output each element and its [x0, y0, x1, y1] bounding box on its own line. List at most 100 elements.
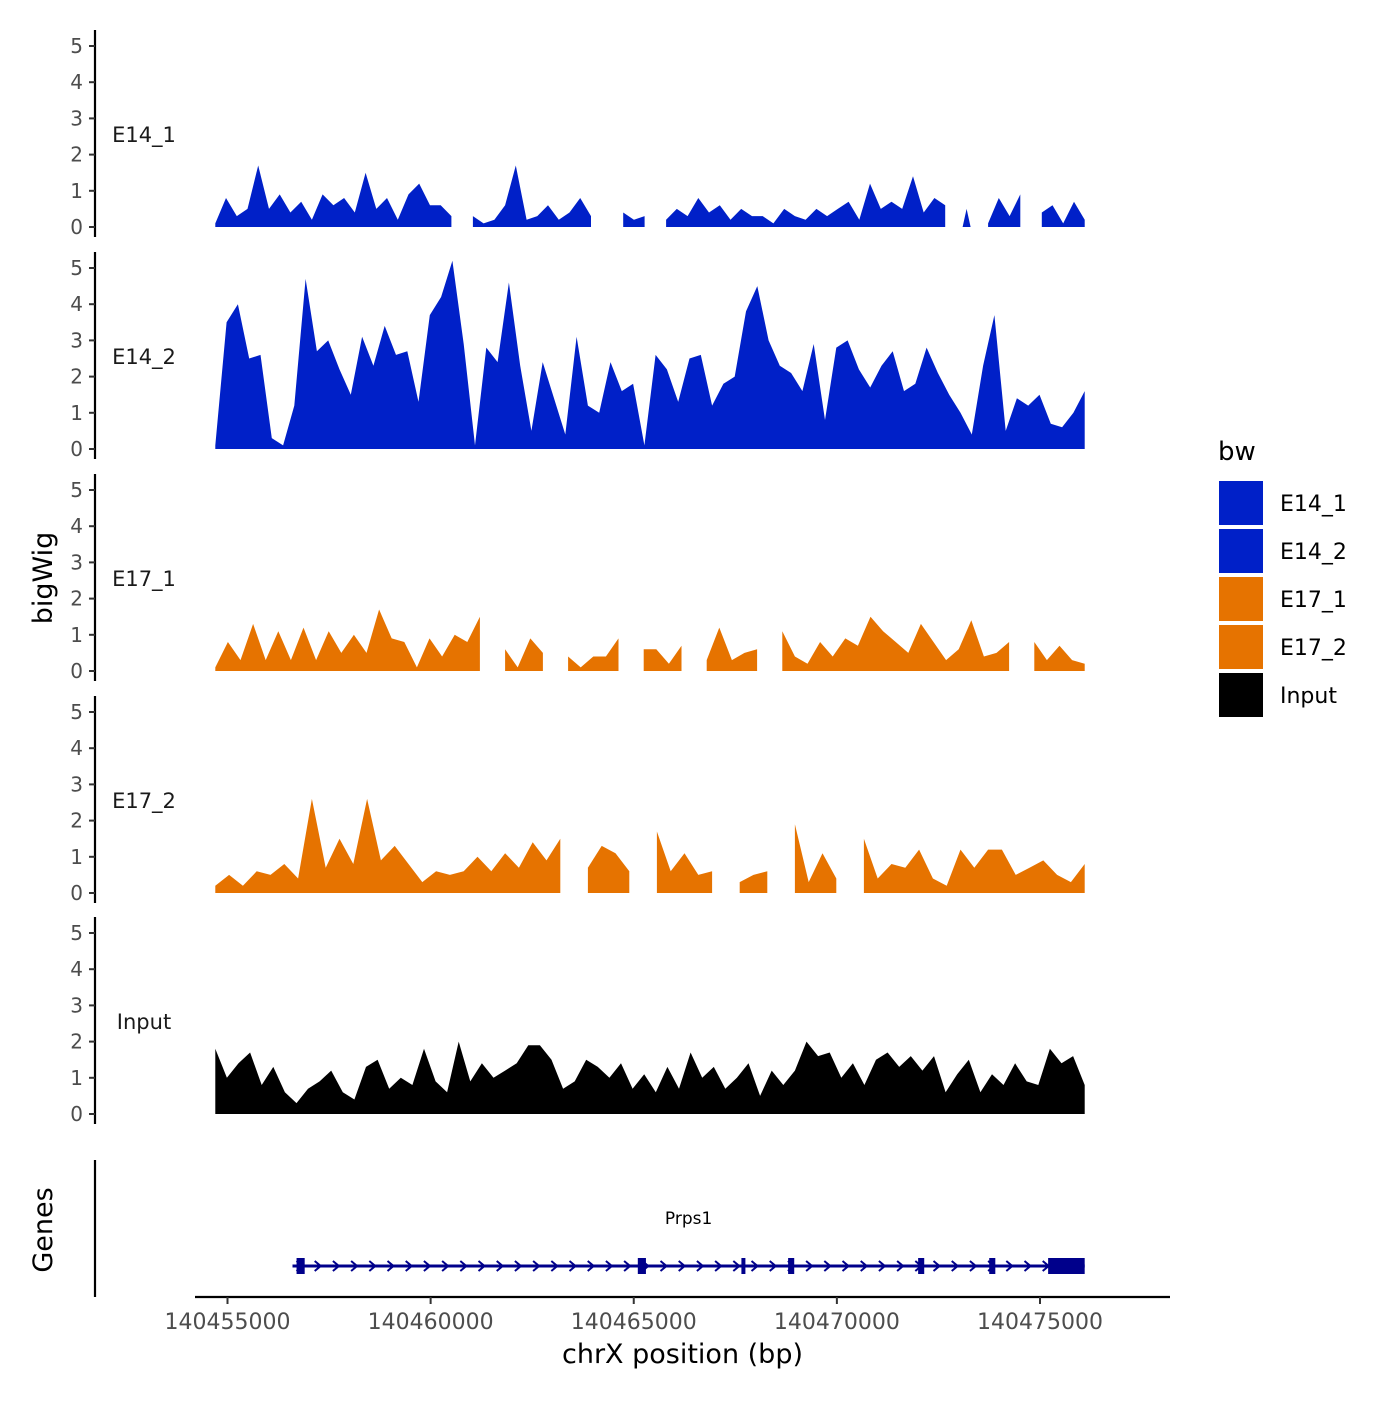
y-tick-label: 5 — [70, 256, 83, 280]
strand-chevron — [550, 1260, 559, 1272]
signal-area — [568, 638, 619, 671]
gene-model-prps1: Prps1 — [292, 1209, 1085, 1274]
exon-block — [741, 1258, 746, 1274]
strand-chevron — [350, 1260, 359, 1272]
legend-entry-label: E17_1 — [1280, 588, 1347, 613]
strand-chevron — [714, 1260, 723, 1272]
x-axis: chrX position (bp) 140455000 140460000 140… — [165, 1295, 1170, 1370]
y-tick-label: 4 — [70, 514, 83, 538]
x-tick-label: 140475000 — [977, 1310, 1103, 1335]
signal-area — [656, 831, 713, 893]
strand-chevron — [860, 1260, 869, 1272]
strand-chevron — [932, 1260, 942, 1272]
legend-swatch — [1219, 529, 1263, 573]
legend-swatch — [1219, 577, 1263, 621]
y-axis-title: bigWig — [28, 532, 59, 625]
signal-area — [505, 638, 543, 671]
signal-area — [666, 176, 946, 227]
legend-swatch — [1219, 481, 1263, 525]
signal-area — [472, 165, 591, 227]
exon-block — [296, 1258, 305, 1274]
strand-chevron — [477, 1260, 487, 1272]
y-tick-label: 2 — [70, 587, 83, 611]
y-tick-label: 5 — [70, 921, 83, 945]
track-label: E14_2 — [112, 345, 176, 370]
y-tick-label: 4 — [70, 292, 83, 316]
y-tick-label: 0 — [70, 659, 83, 683]
y-tick-label: 3 — [70, 328, 83, 352]
y-tick-label: 0 — [70, 215, 83, 239]
strand-chevron — [951, 1260, 960, 1272]
y-tick-label: 5 — [70, 478, 83, 502]
strand-chevron — [441, 1260, 450, 1272]
track-panel-e17-2: 0 1 2 3 4 5 E17_2 — [70, 696, 1085, 905]
signal-area — [1041, 201, 1085, 227]
y-tick-label: 3 — [70, 993, 83, 1017]
strand-chevron — [386, 1260, 396, 1272]
strand-chevron — [969, 1260, 978, 1272]
legend-entry-label: E14_2 — [1280, 540, 1347, 565]
y-tick-label: 2 — [70, 365, 83, 389]
strand-chevron — [423, 1260, 432, 1272]
y-tick-label: 4 — [70, 70, 83, 94]
strand-chevron — [659, 1260, 669, 1272]
strand-chevron — [459, 1260, 468, 1272]
strand-chevron — [678, 1260, 687, 1272]
y-tick-label: 1 — [70, 401, 83, 425]
legend-title: bw — [1218, 437, 1256, 467]
signal-area — [643, 645, 682, 671]
signal-area — [706, 627, 758, 671]
gene-models: Prps1 — [292, 1209, 1085, 1274]
strand-chevron — [568, 1260, 578, 1272]
strand-chevron — [496, 1260, 505, 1272]
track-panels: 0 1 2 3 4 5 E14_1 0 1 2 3 4 5 E14_2 0 1 2 3 4 5 E17_1 0 1 2 3 4 5 E… — [70, 30, 1085, 1126]
strand-chevron — [1005, 1260, 1014, 1272]
track-label: E17_2 — [112, 789, 176, 814]
genes-panel: Genes Prps1 — [28, 1160, 1085, 1297]
strand-chevron — [532, 1260, 541, 1272]
y-tick-label: 2 — [70, 809, 83, 833]
strand-chevron — [750, 1260, 760, 1272]
exon-block — [788, 1258, 795, 1274]
signal-area — [1034, 642, 1085, 671]
y-tick-label: 0 — [70, 437, 83, 461]
y-tick-label: 1 — [70, 623, 83, 647]
genes-track-label: Genes — [28, 1187, 59, 1272]
y-tick-label: 1 — [70, 1066, 83, 1090]
y-tick-label: 0 — [70, 1102, 83, 1126]
strand-chevron — [805, 1260, 814, 1272]
track-label: Input — [117, 1010, 171, 1034]
legend-entry-label: E14_1 — [1280, 492, 1347, 517]
exon-block — [637, 1258, 646, 1274]
x-tick-label: 140470000 — [774, 1310, 900, 1335]
signal-area — [863, 838, 1085, 893]
legend-entry-label: E17_2 — [1280, 636, 1347, 661]
x-axis-title: chrX position (bp) — [562, 1339, 803, 1370]
track-label: E17_1 — [112, 567, 176, 592]
strand-chevron — [696, 1260, 705, 1272]
signal-area — [215, 798, 561, 893]
y-tick-label: 2 — [70, 143, 83, 167]
legend-entry-label: Input — [1280, 684, 1337, 709]
y-tick-label: 4 — [70, 736, 83, 760]
signal-area — [794, 824, 837, 893]
track-label: E14_1 — [112, 123, 176, 148]
exon-block — [989, 1258, 996, 1274]
exon-block — [1048, 1258, 1085, 1274]
strand-chevron — [769, 1260, 778, 1272]
strand-chevron — [587, 1260, 596, 1272]
y-tick-label: 3 — [70, 772, 83, 796]
strand-chevron — [314, 1260, 323, 1272]
strand-chevron — [823, 1260, 832, 1272]
signal-area — [739, 871, 768, 893]
y-tick-label: 3 — [70, 106, 83, 130]
track-panel-e14-2: 0 1 2 3 4 5 E14_2 — [70, 252, 1085, 461]
legend-swatch — [1219, 625, 1263, 669]
exon-block — [918, 1258, 925, 1274]
strand-chevron — [368, 1260, 377, 1272]
track-panel-input: 0 1 2 3 4 5 Input — [70, 917, 1085, 1126]
y-tick-label: 1 — [70, 179, 83, 203]
track-panel-e17-1: 0 1 2 3 4 5 E17_1 — [70, 474, 1085, 683]
